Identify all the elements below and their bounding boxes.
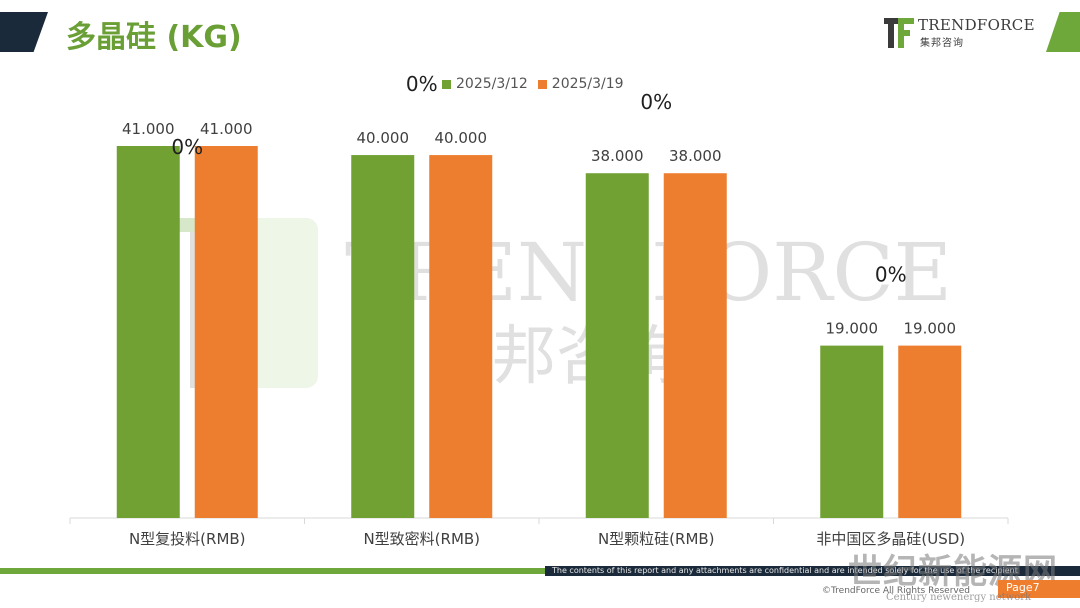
legend-item-series2: 2025/3/19: [537, 76, 624, 92]
bar-1-2: [351, 155, 415, 518]
category-label-2: N型致密料(RMB): [363, 530, 480, 548]
data-label-1-2: 40.000: [357, 129, 410, 147]
bar-2-1: [194, 146, 258, 518]
brand-subtitle: 集邦咨询: [920, 38, 964, 49]
legend-label-series1: 2025/3/12: [456, 76, 528, 92]
change-label-1: 0%: [171, 135, 203, 159]
chart-legend: 2025/3/12 2025/3/19: [442, 74, 634, 94]
page-tag: [998, 580, 1080, 598]
page-title: 多晶硅 (KG): [66, 20, 242, 55]
footer-bar-green: [0, 568, 545, 574]
trendforce-logo-icon: [884, 18, 914, 48]
data-label-2-1: 41.000: [200, 120, 253, 138]
data-label-2-3: 38.000: [669, 147, 722, 165]
change-label-2: 0%: [406, 72, 438, 96]
watermark-mark-block: [240, 218, 318, 388]
bar-1-1: [116, 146, 180, 518]
brand-name: TRENDFORCE: [918, 16, 1035, 34]
bar-2-3: [663, 173, 727, 518]
copyright: ©TrendForce All Rights Reserved: [822, 586, 970, 596]
data-label-2-4: 19.000: [904, 320, 957, 338]
brand-logo: TRENDFORCE 集邦咨询: [884, 16, 1035, 52]
bar-2-2: [429, 155, 493, 518]
change-label-4: 0%: [875, 263, 907, 287]
data-label-1-3: 38.000: [591, 147, 644, 165]
legend-label-series2: 2025/3/19: [551, 76, 624, 92]
footer-confidential-note: The contents of this report and any atta…: [552, 566, 1018, 575]
legend-swatch-series2: [537, 79, 547, 89]
data-label-2-2: 40.000: [435, 129, 488, 147]
data-label-1-1: 41.000: [122, 120, 175, 138]
legend-swatch-series1: [442, 79, 451, 89]
page-number: Page7: [1006, 581, 1040, 594]
category-label-4: 非中国区多晶硅(USD): [816, 530, 965, 548]
category-label-3: N型颗粒硅(RMB): [598, 530, 715, 548]
source-stamp-sub: Century newenergy network: [886, 592, 1032, 603]
category-label-1: N型复投料(RMB): [129, 530, 246, 548]
footer-bar-dark: [545, 566, 1080, 576]
bar-2-4: [898, 345, 962, 518]
legend-item-series1: 2025/3/12: [442, 76, 528, 92]
bar-1-4: [820, 345, 884, 518]
change-label-3: 0%: [640, 90, 672, 114]
bar-1-3: [585, 173, 649, 518]
data-label-1-4: 19.000: [826, 320, 879, 338]
